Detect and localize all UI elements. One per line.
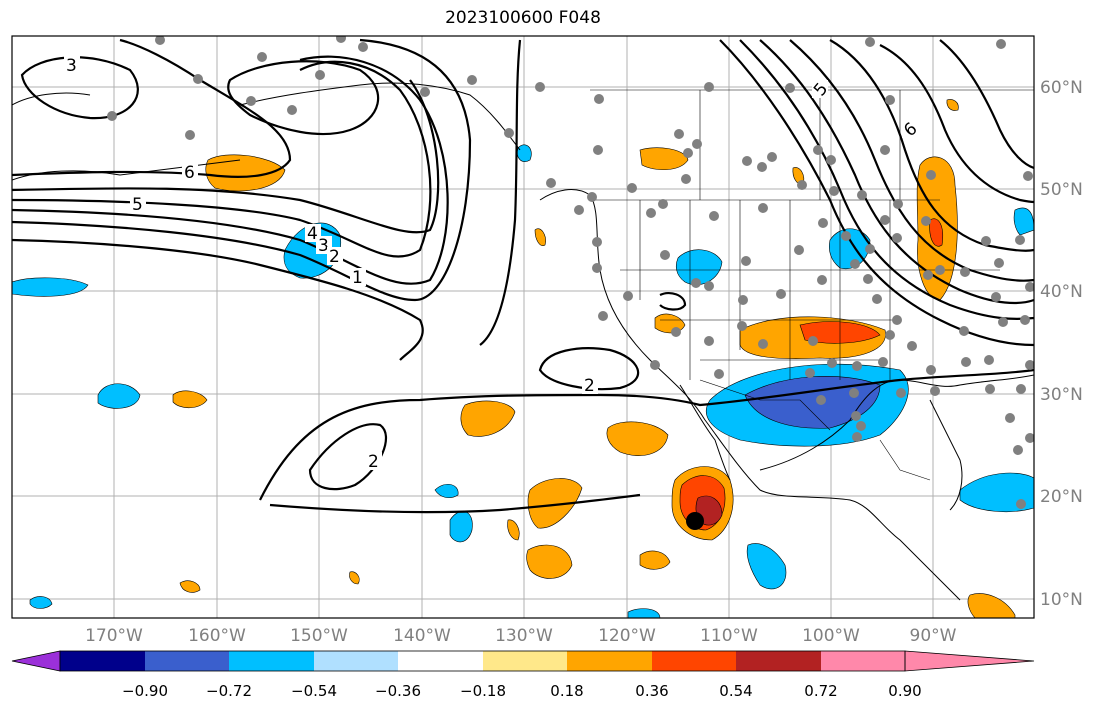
lon-label: 90°W (910, 626, 957, 646)
lon-label: 160°W (188, 626, 246, 646)
colorbar-tick: −0.36 (375, 682, 421, 700)
colorbar-left-arrow (11, 650, 61, 672)
contour-label: 2 (329, 247, 340, 267)
map-title: 2023100600 F048 (445, 8, 601, 28)
colorbar-tick: −0.54 (291, 682, 337, 700)
station-markers (107, 36, 1034, 509)
lon-label: 120°W (598, 626, 656, 646)
contour-label: 1 (352, 268, 363, 288)
colorbar-segment (736, 651, 821, 671)
lon-label: 110°W (700, 626, 758, 646)
map-background (12, 36, 1034, 618)
colorbar-segment (314, 651, 398, 671)
contour-lines (12, 38, 1034, 514)
contour-labels: 3 6 5 4 3 2 1 2 2 5 6 (64, 56, 921, 472)
lat-label: 60°N (1040, 78, 1083, 98)
lon-label: 140°W (393, 626, 451, 646)
lon-label: 150°W (290, 626, 348, 646)
colorbar-tick: −0.90 (122, 682, 168, 700)
lat-label: 30°N (1040, 385, 1083, 405)
map-frame (11, 35, 1035, 619)
lat-label: 50°N (1040, 180, 1083, 200)
colorbar-tick: 0.72 (804, 682, 837, 700)
colorbar (11, 650, 1035, 672)
colorbar-segment (60, 651, 145, 671)
colorbar-tick: −0.72 (206, 682, 252, 700)
colorbar-segment (821, 651, 905, 671)
contour-label: 3 (318, 236, 329, 256)
longitude-labels: 170°W 160°W 150°W 140°W 130°W 120°W 110°… (85, 626, 957, 646)
contour-label: 6 (184, 163, 195, 183)
lat-label: 10°N (1040, 590, 1083, 610)
storm-center-marker (686, 512, 704, 530)
colorbar-segment (567, 651, 652, 671)
colorbar-segment (145, 651, 229, 671)
colorbar-segment (229, 651, 314, 671)
lat-label: 40°N (1040, 282, 1083, 302)
contour-label: 2 (368, 452, 379, 472)
colorbar-tick: 0.54 (719, 682, 752, 700)
latitude-labels: 60°N 50°N 40°N 30°N 20°N 10°N (1040, 78, 1083, 610)
colorbar-right-arrow (904, 650, 1035, 672)
colorbar-tick: −0.18 (460, 682, 506, 700)
colorbar-segment (398, 651, 483, 671)
colorbar-segment (483, 651, 567, 671)
contour-label: 3 (66, 56, 77, 76)
colorbar-tick: 0.36 (635, 682, 668, 700)
lon-label: 130°W (495, 626, 553, 646)
lat-label: 20°N (1040, 487, 1083, 507)
contour-label: 4 (307, 224, 318, 244)
colorbar-ticks: −0.90 −0.72 −0.54 −0.36 −0.18 0.18 0.36 … (122, 682, 922, 700)
lon-label: 100°W (802, 626, 860, 646)
colorbar-tick: 0.18 (550, 682, 583, 700)
colorbar-tick: 0.90 (888, 682, 921, 700)
contour-label: 5 (132, 195, 143, 215)
contour-label: 2 (584, 376, 595, 396)
colorbar-segment (652, 651, 736, 671)
lon-label: 170°W (85, 626, 143, 646)
